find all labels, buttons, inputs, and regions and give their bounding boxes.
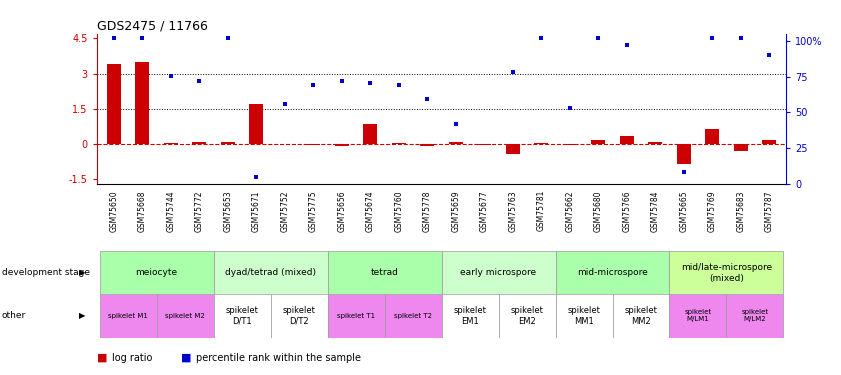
Text: spikelet
D/T1: spikelet D/T1 <box>225 306 258 326</box>
Bar <box>505 144 520 154</box>
Text: ■: ■ <box>181 353 191 363</box>
Bar <box>363 124 378 144</box>
Text: spikelet T1: spikelet T1 <box>337 313 375 319</box>
Bar <box>563 144 577 145</box>
Bar <box>135 62 150 144</box>
Bar <box>249 104 263 144</box>
Bar <box>107 64 121 144</box>
Bar <box>733 144 748 151</box>
Bar <box>392 143 406 144</box>
Text: spikelet
EM2: spikelet EM2 <box>510 306 543 326</box>
Bar <box>214 251 327 294</box>
Bar <box>448 142 463 144</box>
Bar <box>705 129 719 144</box>
Text: development stage: development stage <box>2 268 90 278</box>
Text: spikelet
M/LM2: spikelet M/LM2 <box>742 309 769 322</box>
Text: tetrad: tetrad <box>371 268 399 278</box>
Bar <box>327 251 442 294</box>
Bar <box>214 294 271 338</box>
Bar <box>327 294 384 338</box>
Text: ▶: ▶ <box>79 268 86 278</box>
Text: spikelet T2: spikelet T2 <box>394 313 432 319</box>
Bar <box>762 140 776 144</box>
Bar <box>477 144 491 145</box>
Text: spikelet M1: spikelet M1 <box>108 313 148 319</box>
Text: other: other <box>2 311 26 320</box>
Bar <box>99 294 156 338</box>
Bar <box>335 144 349 146</box>
Bar <box>384 294 442 338</box>
Bar <box>534 143 548 144</box>
Bar <box>499 294 556 338</box>
Text: spikelet
D/T2: spikelet D/T2 <box>283 306 315 326</box>
Text: GDS2475 / 11766: GDS2475 / 11766 <box>97 20 208 33</box>
Bar <box>156 294 214 338</box>
Bar <box>591 140 606 144</box>
Bar <box>271 294 327 338</box>
Bar <box>612 294 669 338</box>
Text: spikelet
MM1: spikelet MM1 <box>568 306 600 326</box>
Bar <box>620 136 634 144</box>
Text: meiocyte: meiocyte <box>135 268 177 278</box>
Text: spikelet
EM1: spikelet EM1 <box>453 306 486 326</box>
Bar <box>556 294 612 338</box>
Text: percentile rank within the sample: percentile rank within the sample <box>196 353 361 363</box>
Text: log ratio: log ratio <box>112 353 152 363</box>
Text: spikelet M2: spikelet M2 <box>165 313 205 319</box>
Bar <box>727 294 784 338</box>
Text: ■: ■ <box>97 353 107 363</box>
Text: spikelet
MM2: spikelet MM2 <box>625 306 658 326</box>
Text: mid-microspore: mid-microspore <box>577 268 648 278</box>
Bar <box>193 142 206 144</box>
Bar <box>556 251 669 294</box>
Bar <box>420 144 435 146</box>
Bar <box>442 251 556 294</box>
Bar <box>442 294 499 338</box>
Text: spikelet
M/LM1: spikelet M/LM1 <box>685 309 711 322</box>
Bar <box>677 144 690 164</box>
Text: ▶: ▶ <box>79 311 86 320</box>
Bar <box>164 143 178 144</box>
Bar <box>306 144 320 145</box>
Text: mid/late-microspore
(mixed): mid/late-microspore (mixed) <box>681 263 772 282</box>
Bar <box>99 251 214 294</box>
Text: early microspore: early microspore <box>461 268 537 278</box>
Bar <box>669 251 784 294</box>
Bar <box>220 142 235 144</box>
Bar <box>648 142 663 144</box>
Bar <box>669 294 727 338</box>
Text: dyad/tetrad (mixed): dyad/tetrad (mixed) <box>225 268 316 278</box>
